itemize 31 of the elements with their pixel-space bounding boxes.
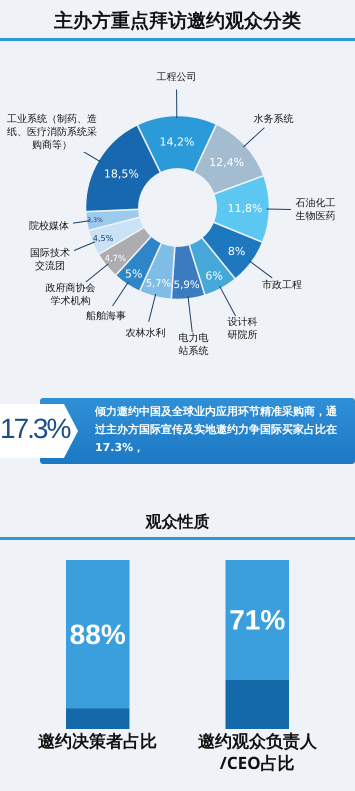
data-label: 71%: [229, 604, 286, 636]
data-label: 5,7%: [146, 278, 172, 290]
slice-label: 政府商协会学术机构: [40, 282, 100, 308]
data-label: 12,4%: [209, 156, 244, 169]
slice-label: 国际技术交流团: [26, 247, 74, 274]
text: 倾力邀约中国及全球业内应用环节精准采购商，通过主办方国际宣传及实地邀约力争国际买家占比在17.3%，: [95, 404, 338, 456]
slice-label: 设计科研院所: [224, 316, 262, 342]
slice-label: 院校媒体: [24, 220, 73, 234]
chart-title: 观众性质: [0, 512, 355, 540]
slice-label: 工程公司: [152, 71, 200, 84]
chart-title: 主办方重点拜访邀约观众分类: [0, 8, 355, 41]
data-label: 5%: [124, 267, 142, 280]
data-label: 5,9%: [174, 280, 200, 291]
slice-label: 石油化工生物医药: [291, 196, 340, 223]
text: 17.3%: [0, 413, 70, 445]
category-label: 邀约观众负责人 /CEO占比: [198, 729, 317, 774]
slice-label: 水务系统: [249, 113, 298, 126]
data-label: 4,5%: [92, 233, 114, 244]
category-label: 邀约决策者占比: [38, 729, 158, 752]
data-label: 6%: [205, 269, 223, 282]
slice-label: 船舶海事: [82, 310, 130, 323]
data-label: 88%: [70, 618, 126, 650]
data-label: 14,2%: [160, 136, 194, 149]
slice-label: 电力电站系统: [175, 332, 212, 358]
data-label: 4,7%: [104, 252, 126, 263]
slice-label: 市政工程: [258, 278, 306, 292]
data-label: 11,8%: [228, 202, 262, 216]
data-label: 8%: [228, 244, 246, 258]
slice-label: 农林水利: [122, 327, 170, 340]
slice-label: 工业系统（制药、造纸、医疗消防系统采购商等）: [6, 113, 98, 152]
data-label: 18,5%: [104, 168, 139, 181]
